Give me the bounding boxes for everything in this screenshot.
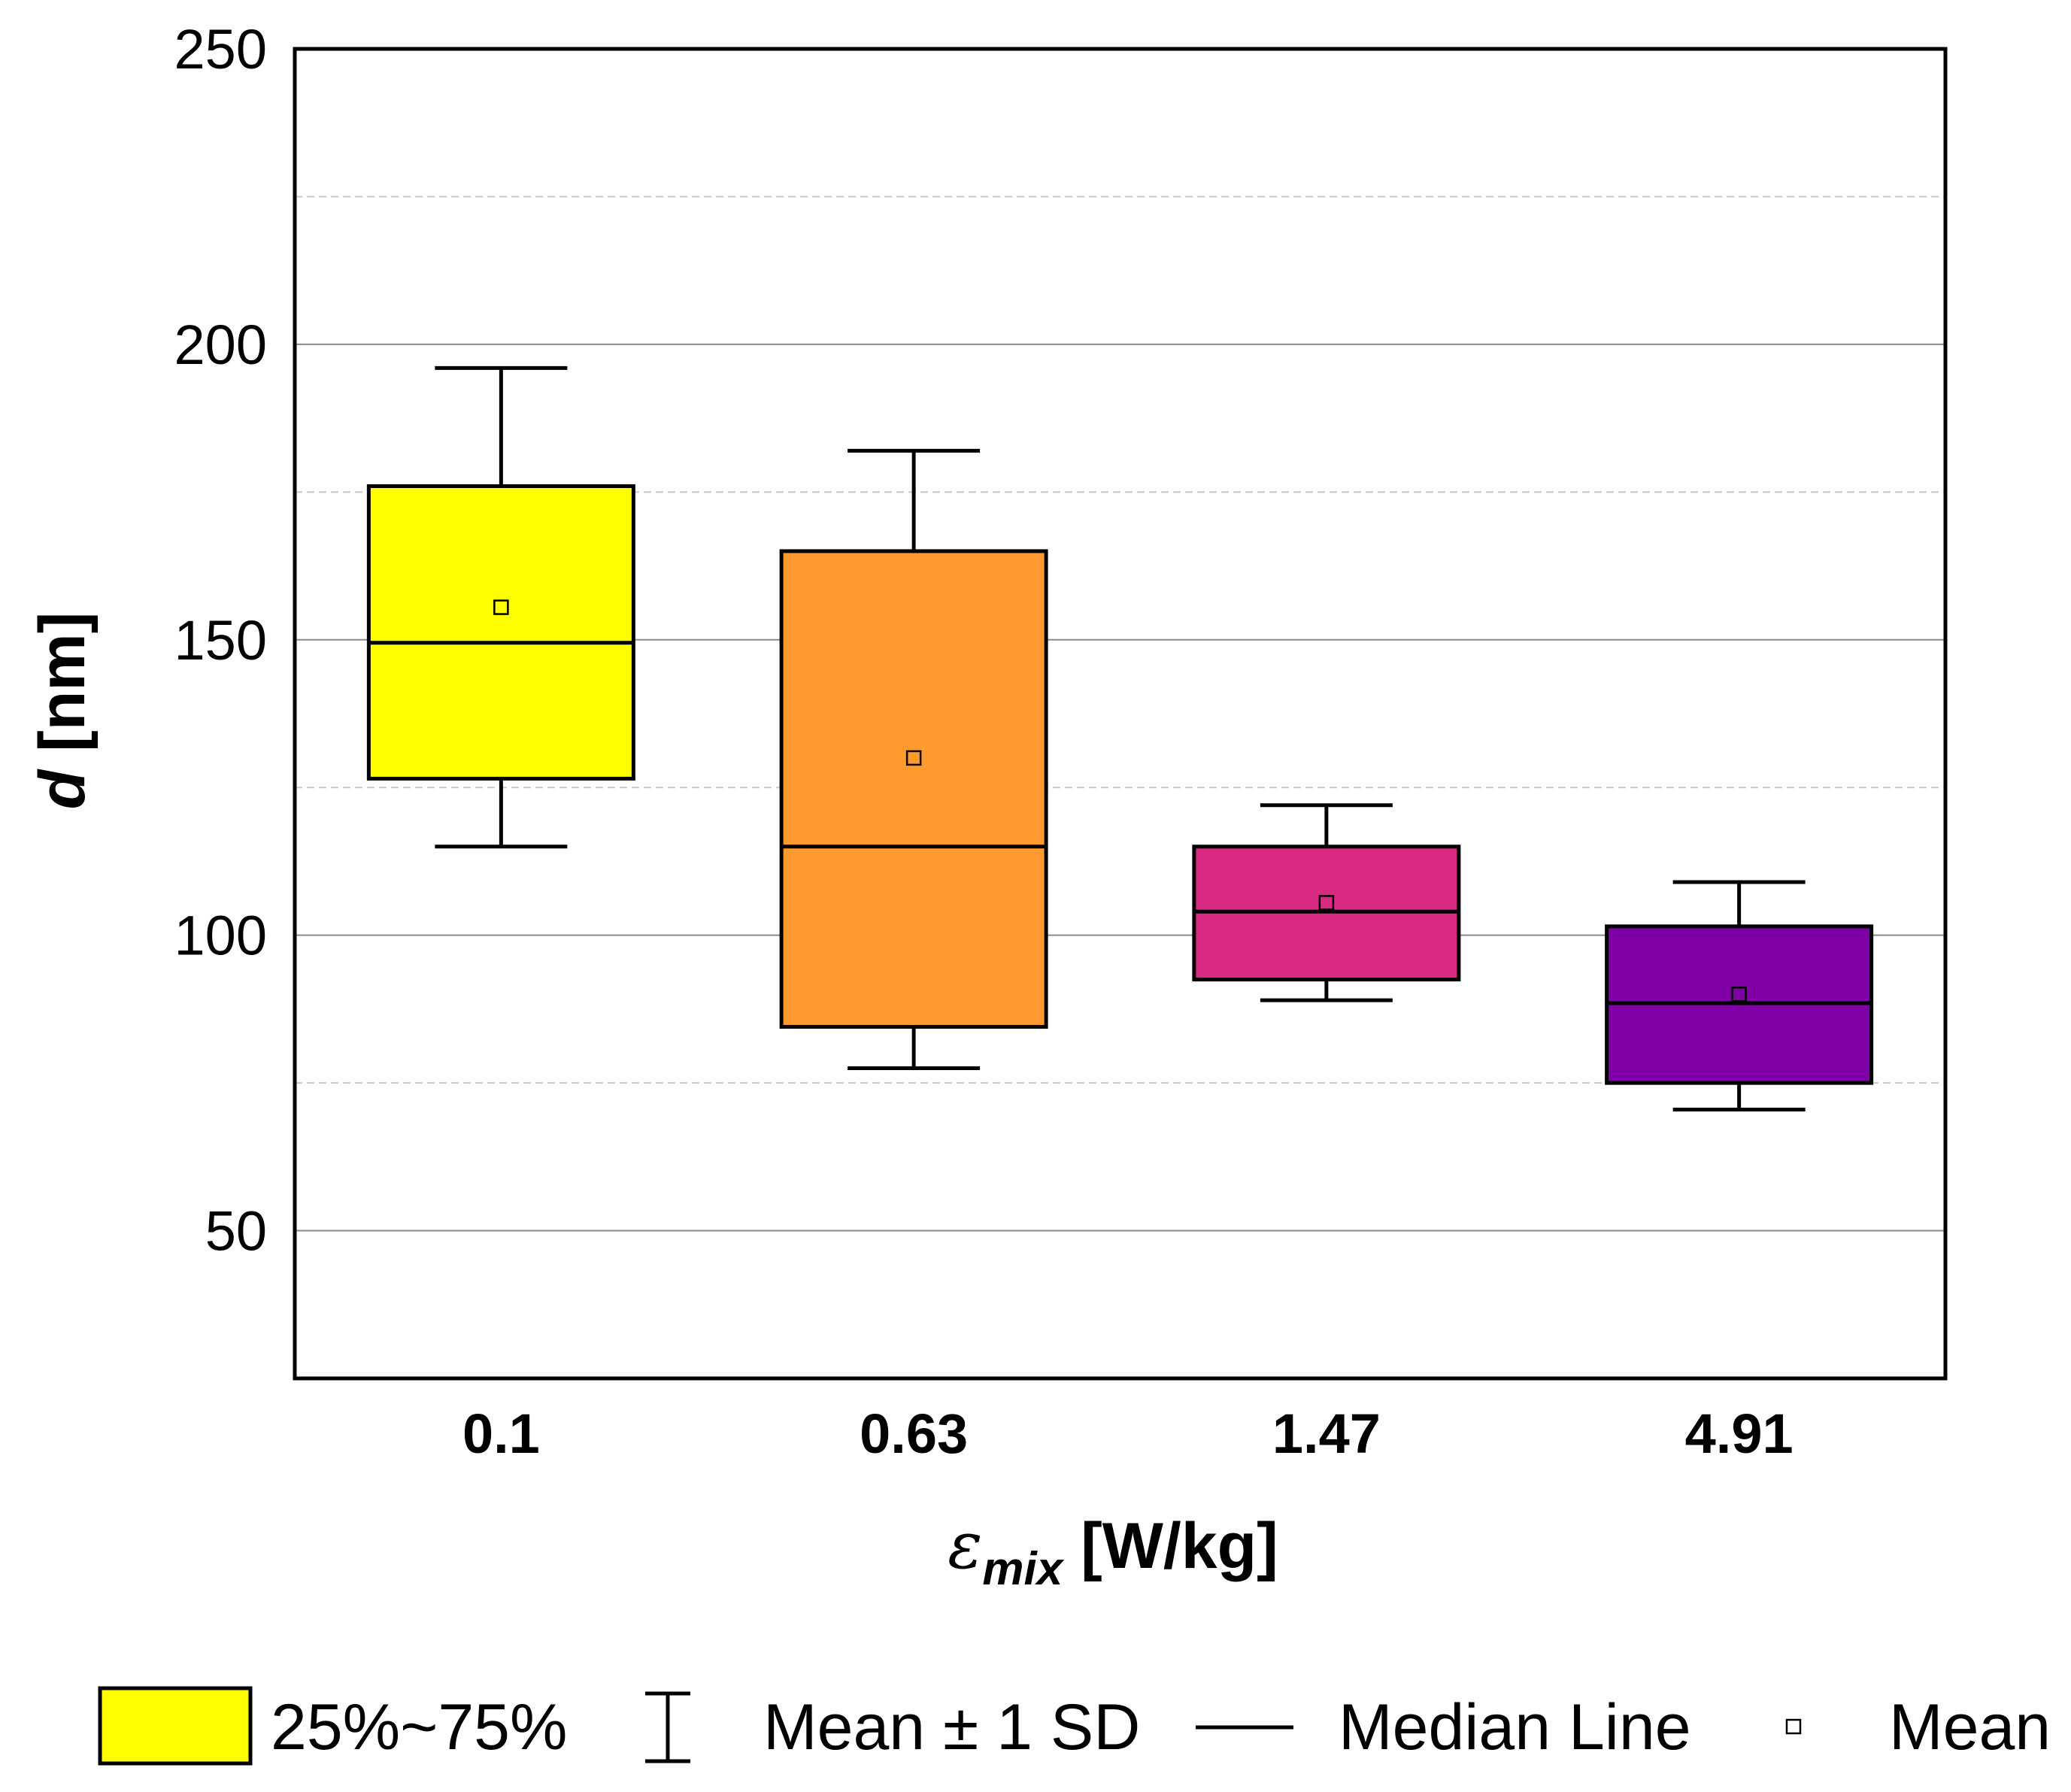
x-axis-subscript: mix	[982, 1543, 1064, 1595]
box-4	[1605, 880, 1874, 1111]
box-1-mean-marker	[493, 599, 509, 615]
box-2-iqr-box	[779, 549, 1048, 1029]
x-axis-symbol: ε	[948, 1508, 982, 1584]
y-tick-label-200: 200	[174, 314, 267, 376]
legend-box-swatch	[98, 1686, 253, 1766]
legend-whisker-label: Mean ± 1 SD	[763, 1691, 1140, 1763]
y-axis-title: d [nm]	[26, 612, 99, 810]
legend-median-label: Median Line	[1339, 1691, 1691, 1763]
box-4-mean-marker	[1731, 986, 1747, 1002]
legend-box-label: 25%~75%	[271, 1691, 567, 1763]
box-2	[779, 448, 1048, 1070]
box-1-iqr-box	[366, 484, 635, 781]
x-tick-labels: 0.1 0.63 1.47 4.91	[462, 1402, 1794, 1465]
box-3	[1192, 803, 1461, 1002]
y-tick-label-150: 150	[174, 609, 267, 672]
x-tick-label-2: 0.63	[860, 1402, 968, 1465]
x-axis-unit: [W/kg]	[1063, 1510, 1278, 1582]
box-1	[366, 365, 635, 849]
legend-mean-swatch	[1785, 1718, 1802, 1735]
y-axis-unit: [nm]	[26, 612, 99, 770]
box-2-mean-marker	[905, 750, 922, 766]
y-tick-label-100: 100	[174, 905, 267, 967]
y-tick-labels: 50 100 150 200 250	[174, 18, 267, 1263]
x-axis-title: εmix [W/kg]	[948, 1508, 1278, 1595]
legend: 25%~75% Mean ± 1 SD Median Line Mean	[98, 1686, 2051, 1766]
box-series	[366, 365, 1874, 1111]
legend-mean-label: Mean	[1889, 1691, 2051, 1763]
y-tick-label-250: 250	[174, 18, 267, 80]
y-axis-symbol: d	[26, 769, 99, 809]
x-tick-label-4: 4.91	[1685, 1402, 1794, 1465]
x-tick-label-3: 1.47	[1272, 1402, 1381, 1465]
box-3-mean-marker	[1318, 895, 1335, 911]
y-tick-label-50: 50	[205, 1200, 267, 1263]
x-tick-label-1: 0.1	[462, 1402, 540, 1465]
plot-frame	[293, 47, 1948, 1381]
legend-whisker-swatch	[645, 1691, 690, 1763]
